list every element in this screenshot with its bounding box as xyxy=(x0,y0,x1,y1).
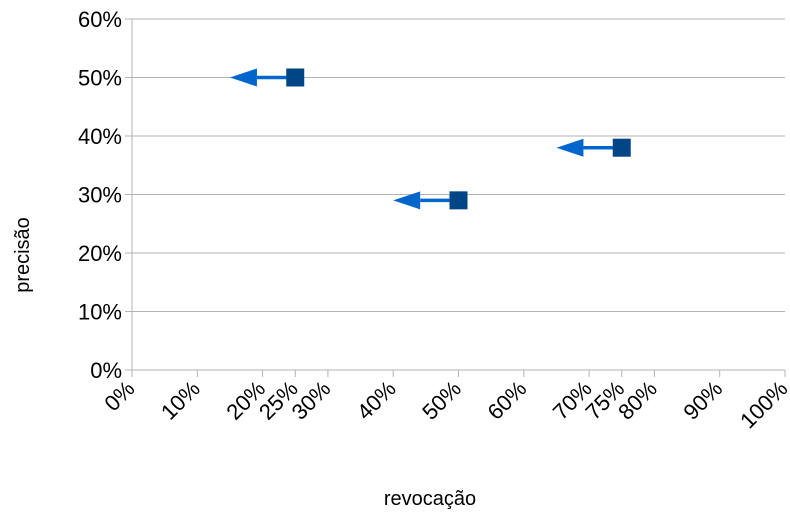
arrow-head xyxy=(229,68,257,87)
y-tick-labels: 0% 10% 20% 30% 40% 50% 60% xyxy=(78,7,122,383)
arrow-head xyxy=(556,138,584,157)
x-tick-labels: 0% 10% 20%25%30% 40% 50% 60% 70%75%80% 90% 100% xyxy=(99,376,790,433)
data-point xyxy=(449,191,468,210)
x-tick-label: 80% xyxy=(613,376,662,425)
data-point xyxy=(286,68,305,87)
y-tick-label: 0% xyxy=(90,358,122,383)
arrows xyxy=(229,68,622,210)
y-tick-label: 40% xyxy=(78,124,122,149)
y-tick-label: 10% xyxy=(78,300,122,325)
data-point xyxy=(612,138,631,157)
y-tick-label: 30% xyxy=(78,183,122,208)
x-axis-title: revocação xyxy=(384,488,476,510)
x-tick-label: 100% xyxy=(735,376,790,433)
arrow xyxy=(229,68,296,87)
x-tick-label: 50% xyxy=(417,376,466,425)
x-tick-label: 30% xyxy=(287,376,336,425)
axes xyxy=(125,18,786,377)
y-axis-title: precisão xyxy=(12,217,34,293)
x-tick-label: 40% xyxy=(352,376,401,425)
arrow xyxy=(556,138,622,157)
x-tick-label: 60% xyxy=(483,376,532,425)
x-tick-label: 90% xyxy=(678,376,727,425)
data-points xyxy=(286,68,631,210)
y-tick-label: 20% xyxy=(78,241,122,266)
y-tick-label: 60% xyxy=(78,7,122,32)
arrow-head xyxy=(393,191,421,210)
x-tick-label: 10% xyxy=(156,376,205,425)
grid xyxy=(132,18,785,312)
y-tick-label: 50% xyxy=(78,66,122,91)
